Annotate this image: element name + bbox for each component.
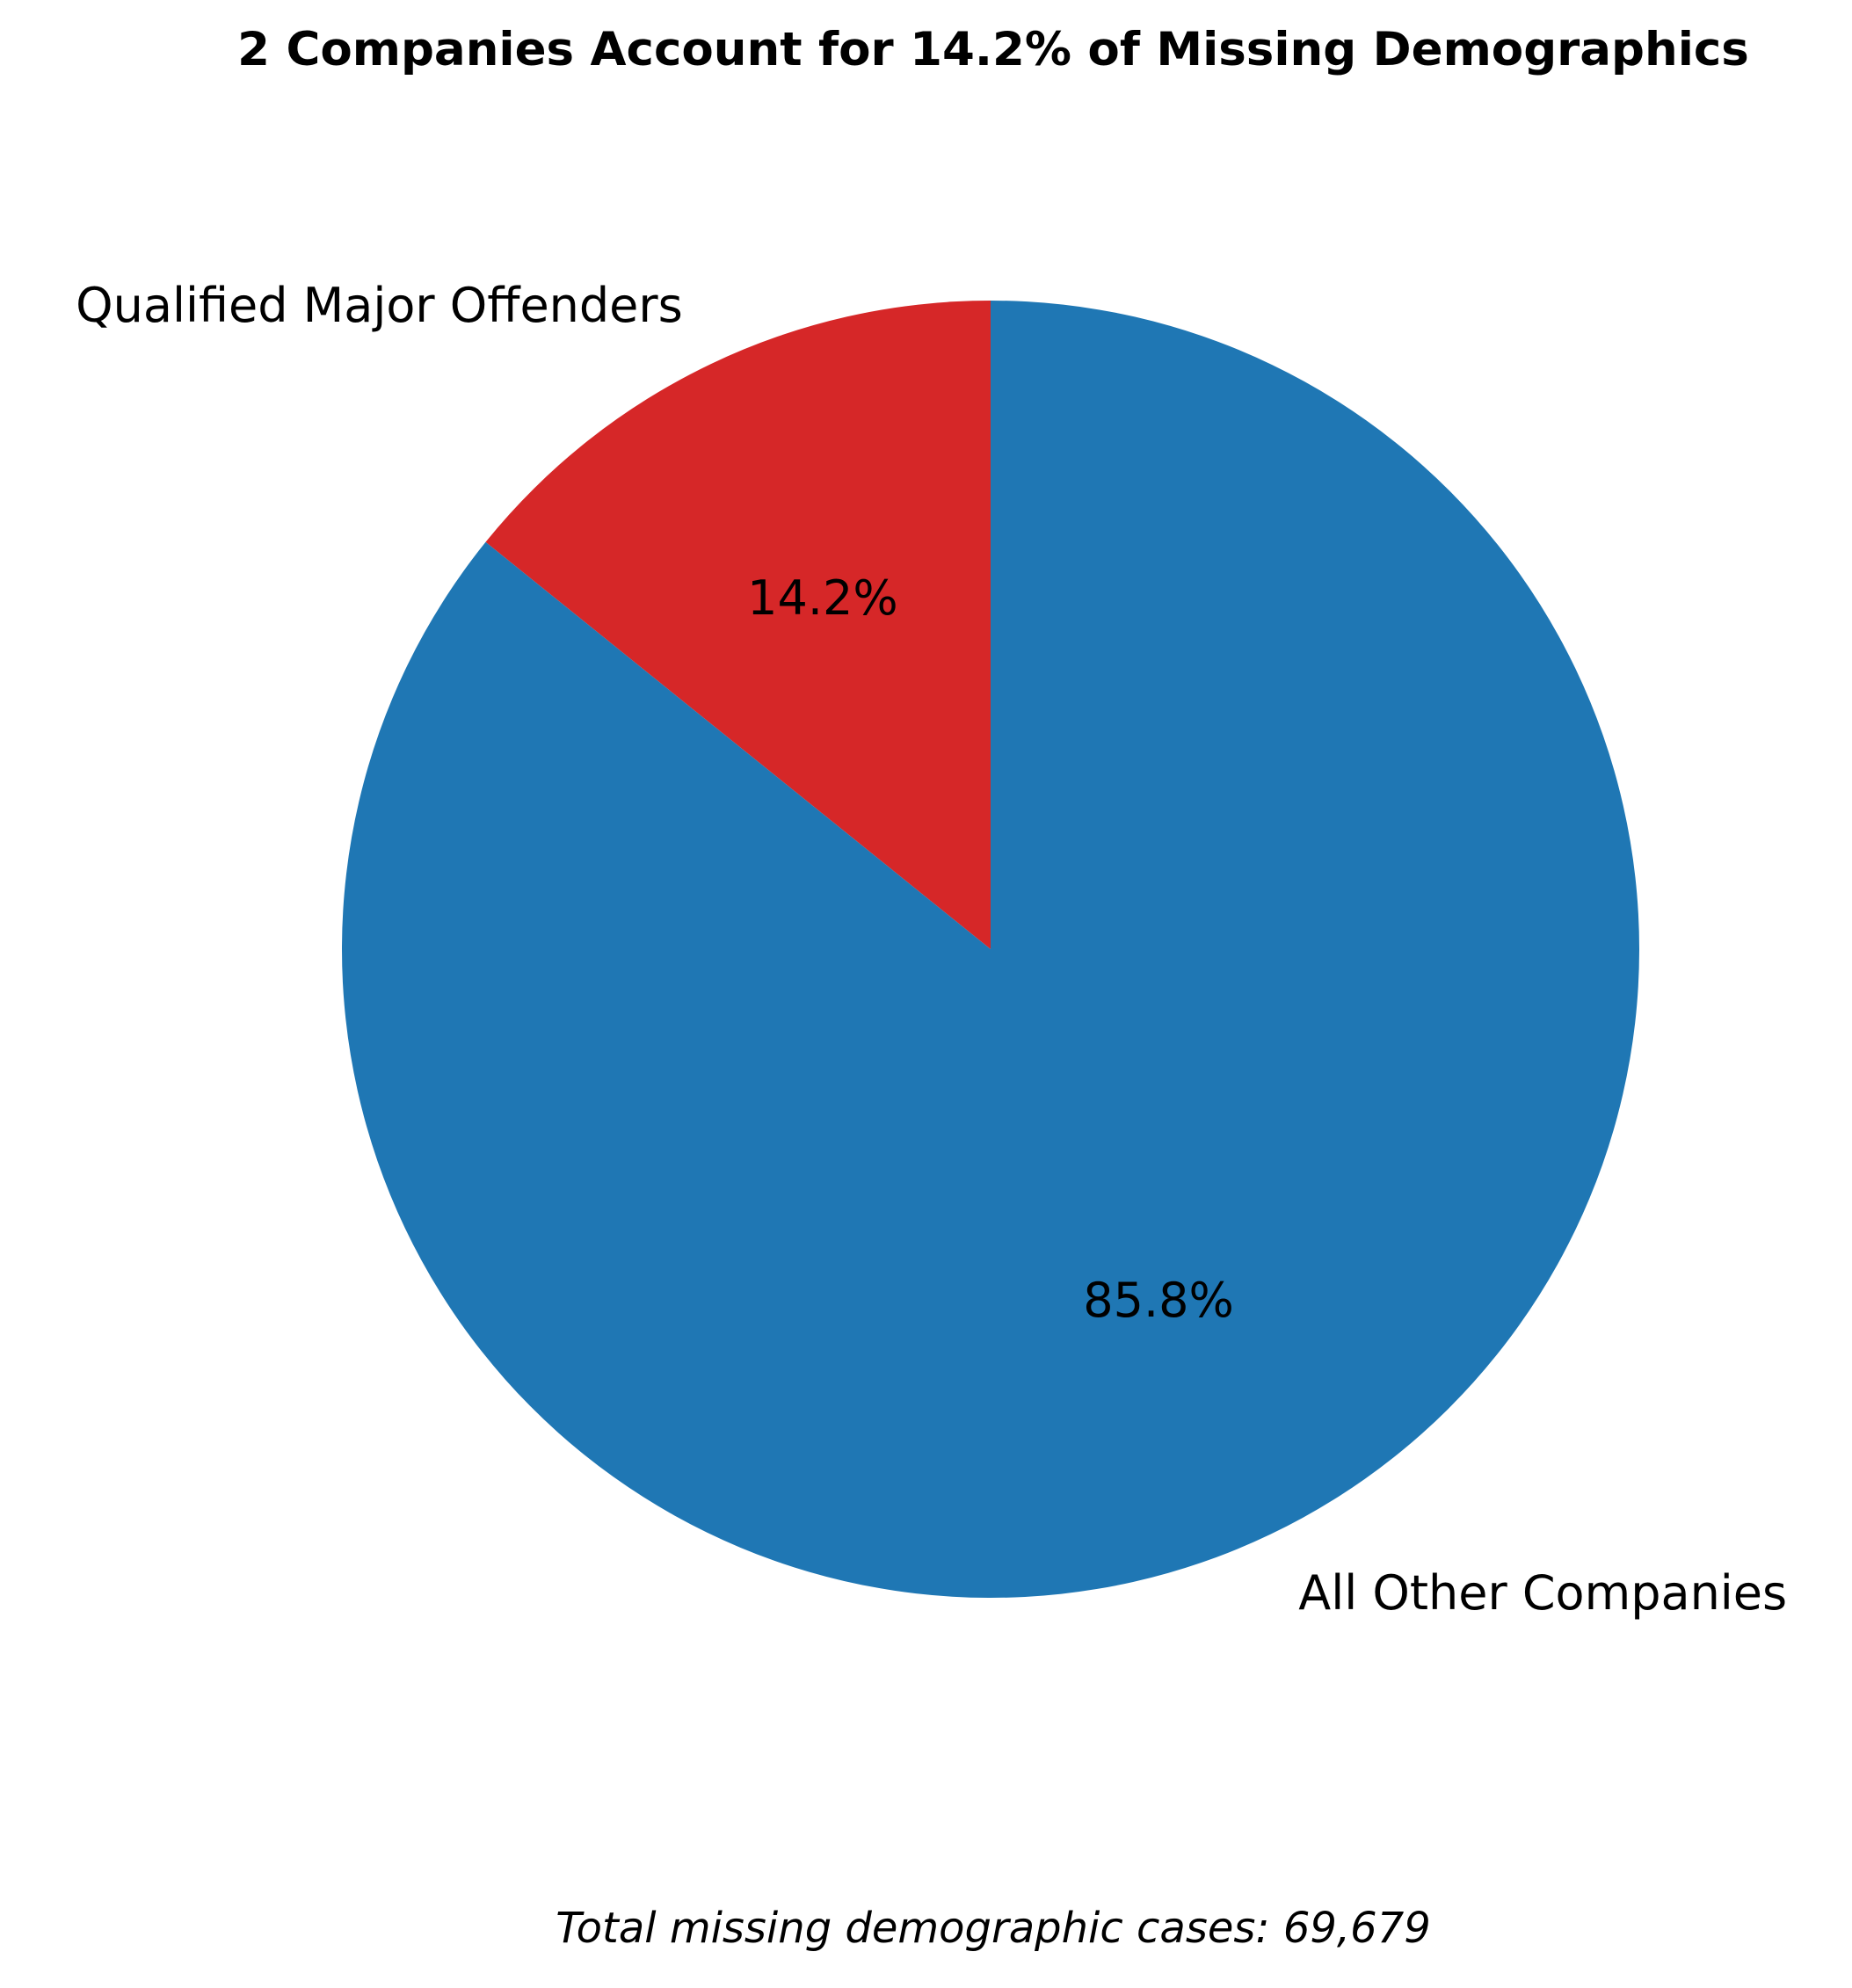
pct-label-all-other-companies: 85.8% (1083, 1273, 1234, 1328)
pct-label-qualified-major-offenders: 14.2% (747, 570, 898, 626)
slice-label-all-other-companies: All Other Companies (1298, 1565, 1787, 1621)
slice-label-qualified-major-offenders: Qualified Major Offenders (76, 278, 683, 333)
pie-slice-all-other-companies (342, 301, 1640, 1598)
footnote-total-cases: Total missing demographic cases: 69,679 (556, 1904, 1431, 1953)
pie-slice-qualified-major-offenders (485, 301, 991, 949)
pie-slices (342, 301, 1640, 1598)
pie-labels: 14.2% Qualified Major Offenders 85.8% All O… (76, 278, 1787, 1621)
chart-title: 2 Companies Account for 14.2% of Missing… (237, 23, 1749, 76)
